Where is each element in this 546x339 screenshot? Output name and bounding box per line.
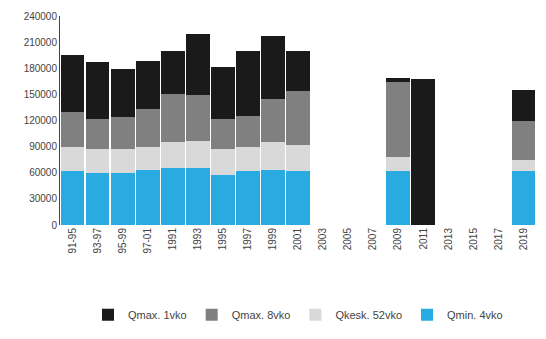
svg-text:2017: 2017 bbox=[493, 228, 504, 251]
svg-text:2001: 2001 bbox=[292, 228, 303, 251]
svg-text:1991: 1991 bbox=[167, 228, 178, 251]
svg-text:97-01: 97-01 bbox=[142, 228, 153, 254]
svg-text:180000: 180000 bbox=[24, 63, 58, 74]
svg-text:93-97: 93-97 bbox=[92, 228, 103, 254]
svg-text:2011: 2011 bbox=[418, 228, 429, 250]
svg-text:120000: 120000 bbox=[24, 115, 58, 126]
svg-text:0: 0 bbox=[51, 220, 57, 231]
svg-text:60000: 60000 bbox=[29, 167, 57, 178]
svg-text:2007: 2007 bbox=[367, 228, 378, 251]
svg-text:2003: 2003 bbox=[317, 228, 328, 251]
svg-text:2005: 2005 bbox=[342, 228, 353, 251]
svg-text:2013: 2013 bbox=[443, 228, 454, 251]
svg-text:2019: 2019 bbox=[518, 228, 529, 251]
svg-text:1999: 1999 bbox=[267, 228, 278, 251]
svg-text:91-95: 91-95 bbox=[67, 228, 78, 254]
svg-text:Qmin. 4vko: Qmin. 4vko bbox=[447, 309, 503, 321]
svg-text:Qkesk. 52vko: Qkesk. 52vko bbox=[335, 309, 402, 321]
svg-text:150000: 150000 bbox=[24, 89, 58, 100]
svg-text:Qmax. 1vko: Qmax. 1vko bbox=[128, 309, 187, 321]
svg-text:240000: 240000 bbox=[24, 11, 58, 22]
svg-text:1993: 1993 bbox=[192, 228, 203, 251]
svg-text:2015: 2015 bbox=[468, 228, 479, 251]
svg-text:95-99: 95-99 bbox=[117, 228, 128, 254]
svg-text:1995: 1995 bbox=[217, 228, 228, 251]
svg-text:90000: 90000 bbox=[29, 141, 57, 152]
svg-text:30000: 30000 bbox=[29, 193, 57, 204]
svg-text:2009: 2009 bbox=[392, 228, 403, 251]
svg-text:210000: 210000 bbox=[24, 37, 58, 48]
svg-text:Qmax. 8vko: Qmax. 8vko bbox=[232, 309, 291, 321]
svg-text:1997: 1997 bbox=[242, 228, 253, 251]
